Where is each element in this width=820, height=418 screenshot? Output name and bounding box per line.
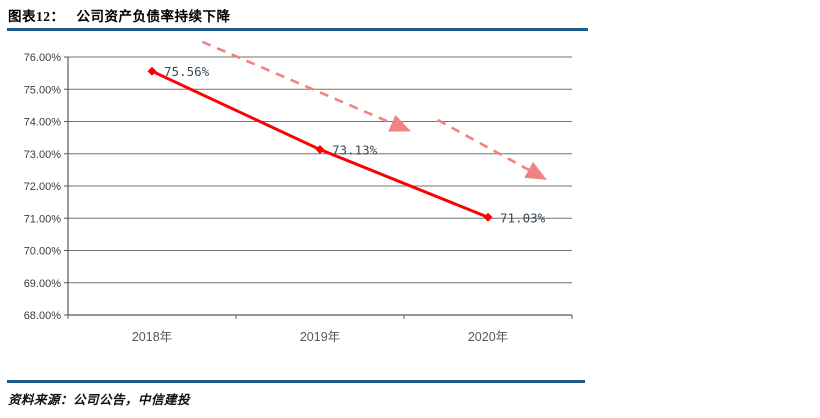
figure-source: 资料来源：公司公告，中信建投	[8, 389, 190, 408]
figure-label: 图表12：	[8, 9, 65, 24]
y-tick-label: 74.00%	[24, 117, 62, 129]
line-chart: 76.00% 75.00% 74.00% 73.00% 72.00% 71.00% 70.0…	[24, 40, 573, 344]
y-tick-label: 71.00%	[24, 213, 62, 225]
chart-area: 76.00% 75.00% 74.00% 73.00% 72.00% 71.00% 70.0…	[0, 32, 600, 377]
y-tick-label: 73.00%	[24, 149, 62, 161]
y-tick-label: 75.00%	[24, 84, 62, 96]
y-tick-label: 72.00%	[24, 181, 62, 193]
x-category-label: 2019年	[300, 330, 340, 344]
data-point-marker	[147, 66, 157, 76]
title-underline	[7, 28, 588, 31]
x-category-label: 2020年	[468, 330, 508, 344]
source-label: 资料来源：	[8, 393, 74, 407]
trend-dashed-arrow	[436, 118, 547, 180]
x-category-label: 2018年	[132, 330, 172, 344]
data-point-label: 71.03%	[500, 210, 546, 225]
data-point-marker	[315, 145, 325, 155]
footer-divider	[7, 380, 585, 383]
source-text: 公司公告，中信建投	[73, 393, 191, 407]
data-point-label: 75.56%	[164, 64, 210, 79]
y-tick-label: 68.00%	[24, 310, 62, 322]
data-point-label: 73.13%	[332, 143, 378, 158]
figure-header: 图表12： 公司资产负债率持续下降	[8, 5, 231, 25]
figure-title: 公司资产负债率持续下降	[76, 9, 231, 24]
y-tick-label: 69.00%	[24, 278, 62, 290]
trend-dashed-arrow	[201, 40, 411, 132]
data-point-marker	[483, 212, 493, 222]
y-tick-label: 70.00%	[24, 246, 62, 258]
y-tick-label: 76.00%	[24, 52, 62, 64]
